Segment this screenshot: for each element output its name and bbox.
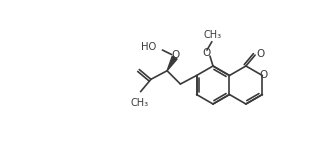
Text: O: O — [259, 69, 268, 80]
Polygon shape — [167, 56, 177, 71]
Text: O: O — [203, 48, 211, 58]
Text: HO: HO — [141, 42, 156, 52]
Text: CH₃: CH₃ — [204, 30, 222, 40]
Text: O: O — [256, 49, 264, 59]
Text: CH₃: CH₃ — [131, 98, 149, 108]
Text: O: O — [172, 50, 180, 60]
